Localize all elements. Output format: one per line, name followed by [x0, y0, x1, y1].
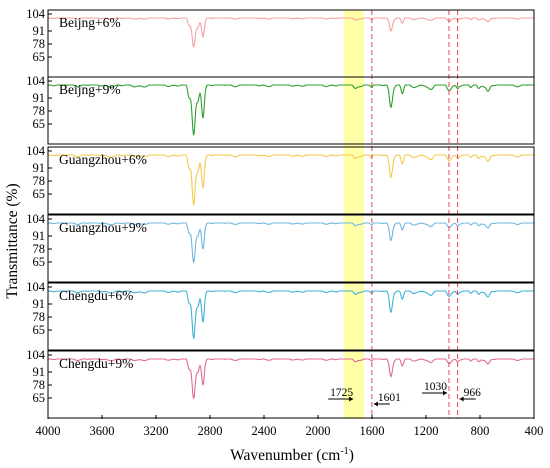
y-tick-label: 65 — [33, 187, 46, 201]
annotation-label: 1601 — [378, 392, 401, 404]
series-layer — [47, 17, 534, 400]
x-tick-label: 3600 — [90, 424, 115, 438]
y-tick-label: 91 — [33, 365, 46, 379]
series-line-1 — [48, 17, 534, 48]
annotation-arrow-head — [373, 401, 378, 407]
y-axis-title: Transmittance (%) — [4, 183, 21, 298]
y-tick-label: 65 — [33, 255, 46, 269]
annotation-1601: 1601 — [373, 392, 401, 407]
annotation-1030: 1030 — [421, 381, 447, 396]
y-tick-label: 78 — [33, 174, 46, 188]
x-tick-label: 3200 — [144, 424, 169, 438]
annotation-1725: 1725 — [328, 387, 353, 402]
y-tick-label: 91 — [33, 91, 46, 105]
x-tick-label: 800 — [471, 424, 490, 438]
y-tick-label: 91 — [33, 229, 46, 243]
y-tick-label: 91 — [33, 297, 46, 311]
annotation-966: 966 — [459, 387, 482, 402]
panel-label-3: Guangzhou+6% — [59, 152, 147, 167]
annotation-layer: 1725 1601 1030 966 — [328, 381, 481, 407]
annotation-arrow-head — [442, 390, 447, 396]
panel-label-2: Beijng+9% — [59, 82, 121, 97]
panel-label-layer: Beijng+6% Beijng+9% Guangzhou+6% Guangzhou+… — [59, 15, 147, 371]
y-tick-label: 104 — [26, 144, 46, 158]
annotation-arrow-head — [349, 396, 354, 402]
panel-label-4: Guangzhou+9% — [59, 220, 147, 235]
y-tick-label: 78 — [33, 104, 46, 118]
panel-label-6: Chengdu+9% — [59, 356, 133, 371]
y-tick-label: 104 — [26, 74, 46, 88]
y-tick-label: 78 — [33, 37, 46, 51]
x-tick-label: 400 — [525, 424, 544, 438]
y-tick-label: 104 — [26, 280, 46, 294]
series-line-4 — [47, 222, 534, 264]
y-tick-label: 104 — [26, 348, 46, 362]
x-axis-title-superscript: -1 — [340, 446, 348, 457]
y-tick-label: 104 — [26, 212, 46, 226]
x-tick-label: 2800 — [198, 424, 223, 438]
y-tick-label: 78 — [33, 378, 46, 392]
y-tick-label: 91 — [33, 161, 46, 175]
series-line-5 — [47, 290, 534, 340]
x-tick-label: 2400 — [252, 424, 277, 438]
y-tick-label: 78 — [33, 242, 46, 256]
x-axis-title-main: Wavenumber (cm — [230, 447, 340, 464]
x-tick-label: 4000 — [36, 424, 61, 438]
series-line-3 — [47, 154, 534, 207]
annotation-label: 1030 — [424, 381, 447, 393]
y-tick-label: 78 — [33, 310, 46, 324]
x-tick-label: 1200 — [414, 424, 439, 438]
annotation-label: 966 — [464, 387, 482, 399]
y-tick-label: 65 — [33, 50, 46, 64]
y-tick-label: 104 — [26, 7, 46, 21]
y-tick-label: 65 — [33, 323, 46, 337]
series-line-2 — [47, 84, 534, 137]
x-axis-title: Wavenumber (cm-1) — [230, 446, 354, 464]
panel-label-1: Beijng+6% — [59, 15, 121, 30]
y-tick-label: 65 — [33, 391, 46, 405]
series-line-6 — [47, 358, 534, 400]
y-tick-label: 65 — [33, 117, 46, 131]
x-tick-label: 1600 — [360, 424, 385, 438]
tick-layer: 1049178651049178651049178651049178651049… — [26, 7, 543, 438]
annotation-arrow-head — [459, 396, 464, 402]
annotation-label: 1725 — [330, 387, 353, 399]
y-tick-label: 91 — [33, 24, 46, 38]
panel-label-5: Chengdu+6% — [59, 288, 133, 303]
x-axis-title-close: ) — [349, 447, 354, 464]
x-tick-label: 2000 — [306, 424, 331, 438]
